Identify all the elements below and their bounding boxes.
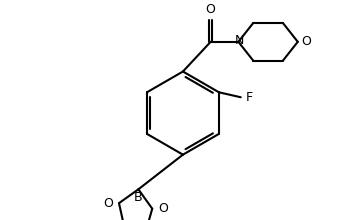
- Text: N: N: [235, 34, 244, 47]
- Text: O: O: [103, 197, 113, 210]
- Text: B: B: [134, 191, 143, 204]
- Text: O: O: [301, 35, 310, 48]
- Text: O: O: [206, 3, 216, 16]
- Text: F: F: [246, 91, 253, 104]
- Text: O: O: [158, 202, 168, 215]
